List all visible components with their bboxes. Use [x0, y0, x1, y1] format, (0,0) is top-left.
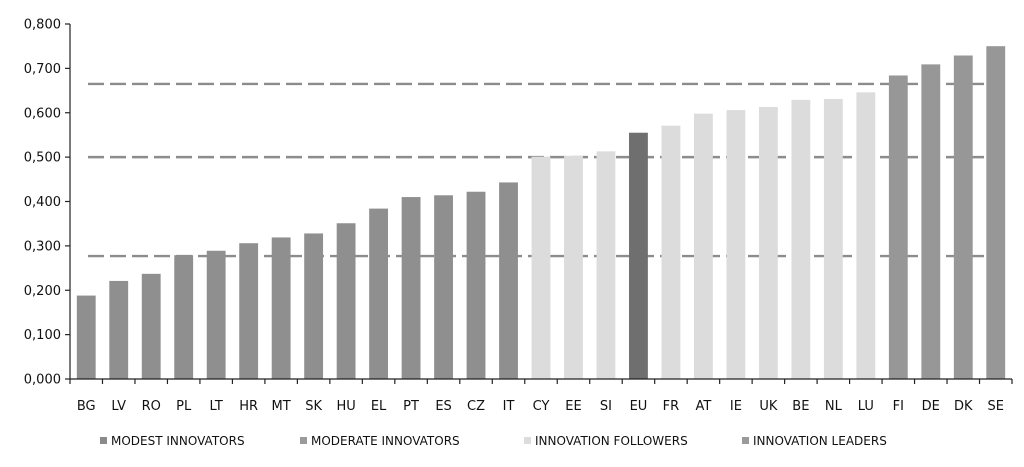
bar-uk	[758, 106, 778, 379]
x-tick-label-bg: BG	[77, 399, 96, 414]
x-tick-label-it: IT	[503, 399, 515, 414]
x-tick-label-pt: PT	[403, 399, 419, 414]
bar-ee	[564, 155, 583, 379]
y-tick-label-4: 0,400	[24, 195, 61, 210]
bar-el	[369, 208, 389, 379]
bar-eu	[629, 132, 648, 379]
y-tick-label-7: 0,700	[24, 62, 61, 77]
bar-sk	[304, 233, 324, 379]
y-tick-label-6: 0,600	[24, 106, 61, 121]
x-tick-label-lv: LV	[111, 399, 126, 414]
bar-hr	[239, 243, 259, 379]
y-tick-label-5: 0,500	[24, 151, 61, 166]
legend: MODEST INNOVATORS MODERATE INNOVATORS INNO…	[100, 434, 887, 448]
legend-label-0: MODEST INNOVATORS	[111, 434, 245, 448]
x-axis: BG LV RO PL LT HR MT SK HU EL PT ES CZ IT CY EE SI EU FR AT…	[69, 378, 1013, 414]
x-tick-label-fr: FR	[663, 399, 680, 414]
x-tick-label-ie: IE	[730, 399, 742, 414]
x-tick-label-nl: NL	[825, 399, 843, 414]
bar-be	[791, 99, 811, 379]
x-tick-label-lt: LT	[209, 399, 222, 414]
x-tick-label-sk: SK	[305, 399, 322, 414]
legend-swatch-3	[742, 437, 749, 444]
x-tick-label-se: SE	[988, 399, 1004, 414]
bar-pt	[401, 197, 421, 379]
y-tick-label-3: 0,300	[24, 239, 61, 254]
x-tick-label-es: ES	[435, 399, 451, 414]
bar-it	[499, 182, 518, 379]
bars	[76, 46, 1006, 380]
legend-label-3: INNOVATION LEADERS	[753, 434, 887, 448]
bar-pl	[174, 255, 194, 379]
x-tick-label-hu: HU	[336, 399, 355, 414]
x-tick-label-mt: MT	[272, 399, 291, 414]
legend-swatch-1	[300, 437, 307, 444]
bar-ro	[141, 273, 161, 379]
bar-ie	[726, 110, 746, 380]
bar-lt	[206, 250, 226, 379]
bar-se	[986, 46, 1006, 379]
bar-cz	[466, 191, 486, 379]
x-tick-label-eu: EU	[630, 399, 648, 414]
bar-cy	[531, 156, 551, 379]
x-tick-label-ro: RO	[142, 399, 161, 414]
x-tick-label-cz: CZ	[467, 399, 485, 414]
x-tick-label-si: SI	[600, 399, 612, 414]
bar-at	[693, 113, 713, 379]
bar-fr	[661, 125, 681, 380]
legend-label-1: MODERATE INNOVATORS	[311, 434, 460, 448]
x-tick-label-at: AT	[695, 399, 711, 414]
bar-hu	[336, 223, 356, 379]
x-tick-label-uk: UK	[759, 399, 778, 414]
x-tick-label-cy: CY	[533, 399, 550, 414]
x-tick-label-be: BE	[792, 399, 809, 414]
bar-nl	[823, 98, 843, 380]
bar-dk	[953, 55, 973, 379]
y-axis: 0,000 0,100 0,200 0,300 0,400 0,500 0,600 0,700…	[24, 18, 71, 388]
bar-mt	[271, 237, 291, 379]
y-tick-label-0: 0,000	[24, 373, 61, 388]
bar-de	[921, 64, 941, 379]
x-tick-label-ee: EE	[565, 399, 581, 414]
x-tick-label-fi: FI	[893, 399, 904, 414]
bar-bg	[76, 295, 96, 379]
bar-si	[596, 151, 616, 379]
x-tick-label-el: EL	[371, 399, 387, 414]
bar-lu	[856, 92, 876, 380]
y-tick-label-2: 0,200	[24, 284, 61, 299]
y-tick-label-8: 0,800	[24, 18, 61, 33]
x-tick-label-de: DE	[922, 399, 940, 414]
legend-label-2: INNOVATION FOLLOWERS	[535, 434, 688, 448]
legend-swatch-0	[100, 437, 107, 444]
bar-fi	[888, 75, 908, 379]
bar-lv	[109, 280, 129, 379]
x-tick-label-hr: HR	[239, 399, 258, 414]
x-tick-label-pl: PL	[176, 399, 192, 414]
bar-es	[434, 195, 453, 379]
x-tick-label-lu: LU	[858, 399, 874, 414]
x-tick-label-dk: DK	[954, 399, 973, 414]
y-tick-label-1: 0,100	[24, 328, 61, 343]
legend-swatch-2	[524, 437, 531, 444]
